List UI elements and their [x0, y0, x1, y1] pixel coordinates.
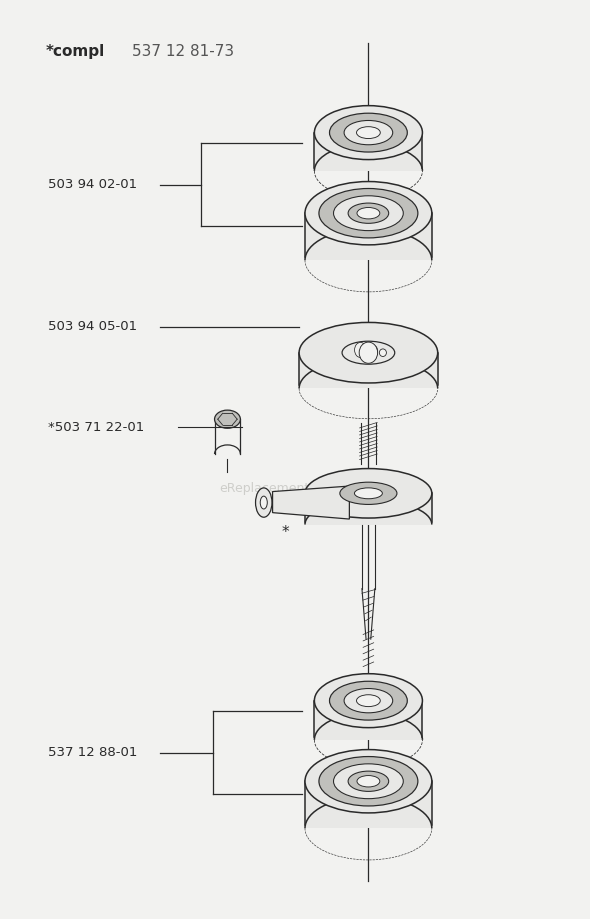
Polygon shape: [314, 698, 422, 740]
Ellipse shape: [344, 688, 393, 713]
Ellipse shape: [333, 196, 404, 231]
Text: *compl: *compl: [45, 44, 104, 60]
Polygon shape: [314, 130, 422, 171]
Ellipse shape: [348, 771, 389, 791]
Polygon shape: [305, 491, 432, 525]
Polygon shape: [273, 486, 349, 519]
Ellipse shape: [314, 674, 422, 728]
Ellipse shape: [319, 188, 418, 238]
Ellipse shape: [370, 346, 378, 357]
Ellipse shape: [359, 342, 378, 363]
Ellipse shape: [333, 764, 404, 799]
Ellipse shape: [379, 349, 386, 357]
Ellipse shape: [305, 182, 432, 244]
Polygon shape: [299, 351, 438, 389]
Ellipse shape: [340, 482, 397, 505]
Ellipse shape: [215, 410, 240, 428]
Ellipse shape: [344, 120, 393, 145]
Ellipse shape: [305, 469, 432, 518]
Ellipse shape: [357, 776, 380, 787]
Ellipse shape: [356, 695, 381, 707]
Ellipse shape: [314, 106, 422, 160]
Ellipse shape: [305, 750, 432, 813]
Polygon shape: [305, 778, 432, 828]
Ellipse shape: [319, 756, 418, 806]
Text: *503 71 22-01: *503 71 22-01: [48, 421, 145, 434]
Ellipse shape: [260, 496, 267, 509]
Text: *: *: [281, 526, 289, 540]
Ellipse shape: [357, 208, 380, 219]
Text: 537 12 88-01: 537 12 88-01: [48, 746, 137, 759]
Ellipse shape: [348, 203, 389, 223]
Ellipse shape: [355, 488, 382, 499]
Ellipse shape: [355, 343, 366, 357]
Ellipse shape: [329, 113, 407, 152]
Ellipse shape: [329, 681, 407, 720]
Ellipse shape: [255, 488, 272, 517]
Ellipse shape: [342, 341, 395, 364]
Text: 503 94 02-01: 503 94 02-01: [48, 178, 137, 191]
Ellipse shape: [356, 127, 381, 139]
Ellipse shape: [299, 323, 438, 383]
Text: eReplacementParts.com: eReplacementParts.com: [219, 482, 371, 495]
Polygon shape: [305, 210, 432, 260]
Text: 503 94 05-01: 503 94 05-01: [48, 320, 137, 334]
Text: 537 12 81-73: 537 12 81-73: [132, 44, 234, 60]
